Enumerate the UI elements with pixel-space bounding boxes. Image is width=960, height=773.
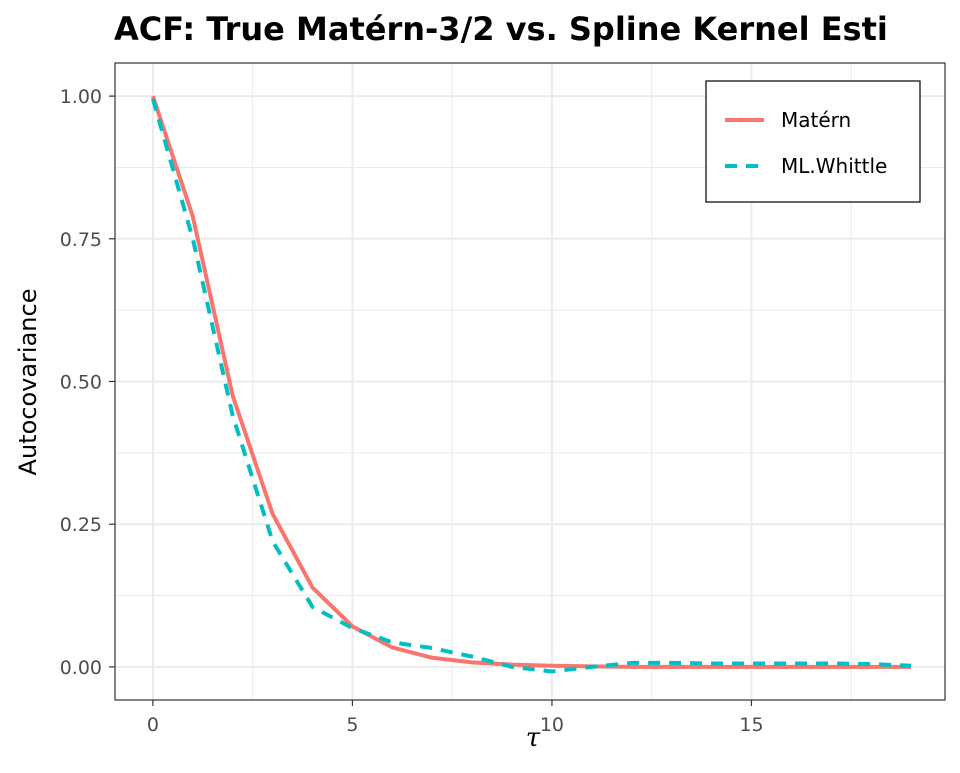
data-point-ml-whittle: [631, 662, 633, 664]
series-line-ml-whittle: [150, 98, 912, 674]
y-tick-label: 0.25: [60, 514, 102, 536]
legend-box: [705, 80, 921, 203]
data-point-mat-rn: [751, 666, 753, 668]
data-point-ml-whittle: [232, 415, 234, 417]
x-tick-label: 5: [346, 714, 358, 736]
data-point-mat-rn: [392, 647, 394, 649]
x-tick-label: 10: [540, 714, 564, 736]
data-point-mat-rn: [631, 666, 633, 668]
data-point-ml-whittle: [392, 642, 394, 644]
data-point-mat-rn: [232, 395, 234, 397]
data-point-ml-whittle: [591, 666, 593, 668]
data-point-ml-whittle: [272, 541, 274, 543]
series-layer: [150, 95, 912, 674]
x-tick-label: 0: [147, 714, 159, 736]
y-tick-label: 0.75: [60, 229, 102, 251]
data-point-ml-whittle: [152, 98, 154, 100]
y-tick-label: 0.00: [60, 657, 102, 679]
data-point-ml-whittle: [910, 665, 912, 667]
x-axis-title: τ: [526, 723, 541, 753]
data-point-ml-whittle: [711, 663, 713, 665]
series-line-mat-rn: [151, 95, 912, 669]
y-tick-label: 1.00: [60, 86, 102, 108]
data-point-ml-whittle: [791, 663, 793, 665]
data-point-mat-rn: [312, 587, 314, 589]
data-point-ml-whittle: [870, 663, 872, 665]
data-point-ml-whittle: [511, 666, 513, 668]
chart-title: ACF: True Matérn-3/2 vs. Spline Kernel E…: [114, 10, 888, 48]
data-point-ml-whittle: [830, 663, 832, 665]
data-point-ml-whittle: [312, 606, 314, 608]
legend-label: Matérn: [781, 108, 851, 132]
y-tick-label: 0.50: [60, 372, 102, 394]
data-point-mat-rn: [272, 513, 274, 515]
axis-layer: 0 5 10 15 0.00 0.25 0.50 0.75 1.00: [60, 86, 764, 736]
data-point-mat-rn: [192, 216, 194, 218]
data-point-mat-rn: [791, 666, 793, 668]
data-point-ml-whittle: [352, 627, 354, 629]
data-point-ml-whittle: [751, 663, 753, 665]
data-point-ml-whittle: [431, 647, 433, 649]
x-tick-label: 15: [739, 714, 763, 736]
data-point-mat-rn: [431, 657, 433, 659]
data-point-mat-rn: [471, 662, 473, 664]
y-axis-title: Autocovariance: [14, 289, 42, 476]
data-point-mat-rn: [152, 95, 154, 97]
data-point-mat-rn: [671, 666, 673, 668]
data-point-mat-rn: [711, 666, 713, 668]
legend: Matérn ML.Whittle: [705, 80, 921, 203]
data-point-ml-whittle: [551, 671, 553, 673]
data-point-ml-whittle: [471, 656, 473, 658]
data-point-mat-rn: [870, 666, 872, 668]
data-point-ml-whittle: [671, 662, 673, 664]
legend-label: ML.Whittle: [781, 154, 887, 178]
data-point-mat-rn: [551, 665, 553, 667]
data-point-mat-rn: [830, 666, 832, 668]
data-point-ml-whittle: [192, 238, 194, 240]
